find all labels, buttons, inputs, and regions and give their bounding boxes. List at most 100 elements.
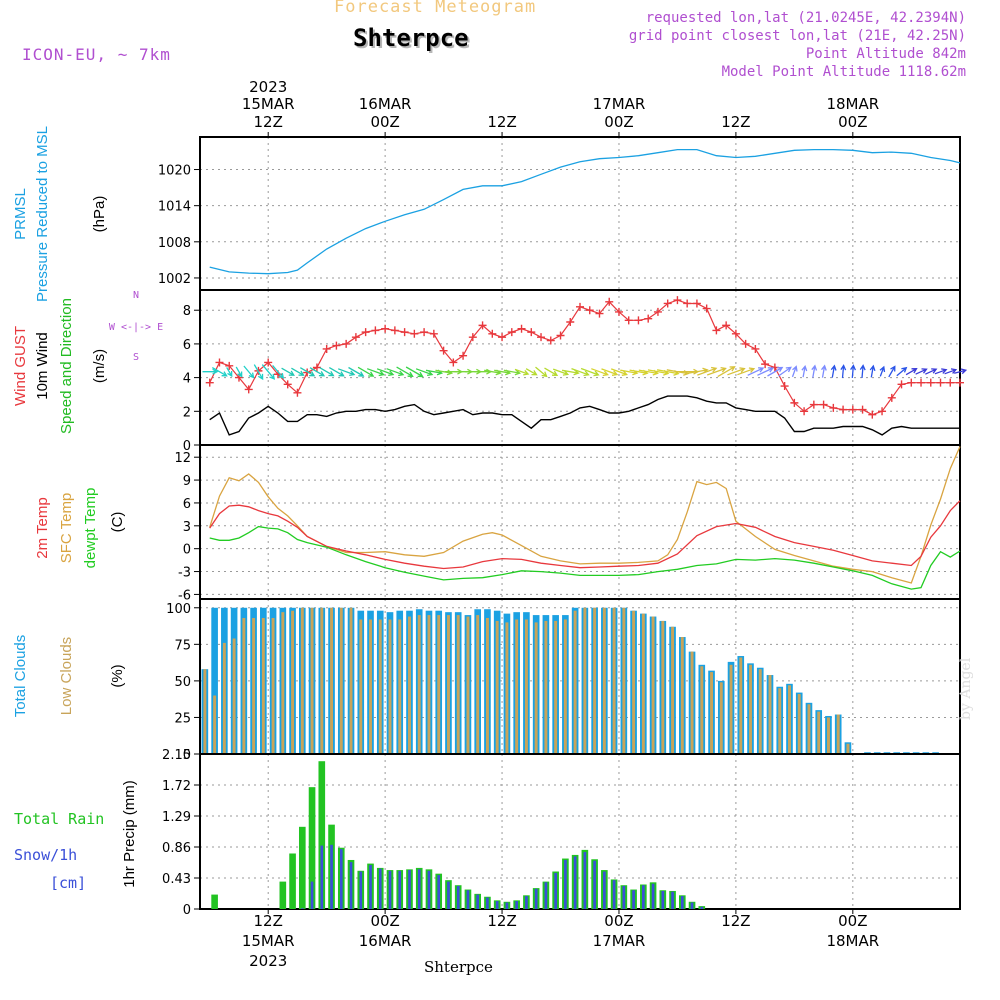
precip-frame: [199, 753, 961, 910]
low-cloud-bar: [768, 675, 772, 754]
wind-direction-arrow: [934, 368, 948, 375]
snow-bar: [476, 894, 480, 909]
wind-direction-arrow: [778, 366, 792, 377]
point-altitude: Point Altitude 842m: [805, 46, 966, 62]
snow-bar: [378, 868, 382, 909]
wind-direction-arrow: [791, 365, 798, 378]
bottom-hour-label: 12Z: [487, 912, 516, 930]
gust-marker: [342, 339, 351, 348]
clouds-ytick-label: 50: [174, 675, 191, 690]
wind-direction-arrow: [535, 366, 548, 378]
low-cloud-bar: [232, 638, 236, 754]
gust-marker: [878, 407, 887, 416]
low-cloud-bar: [797, 694, 801, 754]
low-cloud-bar: [291, 610, 295, 754]
snow-bar: [437, 875, 441, 909]
total-cloud-bar: [211, 607, 218, 754]
bottom-hour-label: 12Z: [254, 912, 283, 930]
wind-direction-arrow: [896, 366, 908, 377]
precip-ytick-label: 2.15: [162, 748, 191, 763]
meteogram-title: Forecast Meteogram: [334, 0, 537, 17]
gust-marker: [439, 346, 448, 355]
wind-direction-arrow: [525, 368, 538, 376]
bottom-date-label: 17MAR: [593, 932, 646, 950]
snow-bar: [680, 896, 684, 909]
snow-bar: [642, 885, 645, 909]
low-cloud-bar: [602, 607, 606, 754]
low-cloud-bar: [242, 618, 246, 754]
snow-bar: [447, 881, 450, 909]
snow-bar: [339, 849, 343, 909]
precip-unit: 1hr Precip (mm): [121, 780, 138, 888]
gust-marker: [293, 388, 302, 397]
low-cloud-bar: [729, 664, 733, 754]
wind-direction-arrow: [309, 367, 326, 377]
low-cloud-bar: [563, 619, 567, 754]
bottom-hour-label: 12Z: [721, 912, 750, 930]
pressure-panel: 1002 1008 1014 1020 PRMSL Pressure Reduced to…: [12, 126, 961, 302]
gust-marker: [917, 378, 926, 387]
low-cloud-bar: [622, 607, 626, 754]
low-cloud-bar: [330, 607, 333, 754]
gust-marker: [351, 333, 360, 342]
cloud-unit: (%): [109, 664, 126, 687]
snow-bar: [495, 901, 499, 909]
low-cloud-bar: [593, 607, 597, 754]
temperature-ytick-label: -6: [178, 588, 191, 603]
snow-bar: [632, 890, 635, 909]
pressure-ytick-label: 1014: [158, 200, 191, 215]
low-cloud-bar: [339, 607, 343, 754]
gust-marker: [264, 358, 273, 367]
bottom-hour-label: 00Z: [838, 912, 867, 930]
gust-marker: [507, 328, 516, 337]
clouds-ytick-label: 75: [174, 638, 191, 653]
temp-unit: (C): [109, 512, 126, 533]
wind-direction-arrow: [767, 366, 784, 377]
wind-direction-arrow: [211, 367, 228, 377]
wind-ytick-label: 2: [183, 405, 191, 420]
gust-marker: [400, 328, 409, 337]
clouds-ytick-label: 25: [174, 711, 191, 726]
gust-marker: [527, 328, 536, 337]
gust-marker: [371, 326, 380, 335]
rain-bar: [279, 881, 287, 909]
wind-direction-arrow: [571, 367, 590, 377]
gust-marker: [722, 321, 731, 330]
gust-marker: [566, 318, 575, 327]
gust-marker: [829, 403, 838, 412]
top-date-label: 15MAR: [242, 95, 295, 113]
wind-direction-arrow: [243, 365, 255, 379]
wind-direction-arrow: [717, 366, 736, 378]
wind-direction-arrow: [281, 367, 295, 376]
snow-bar: [408, 870, 411, 909]
snow-bar: [671, 891, 674, 909]
wind-direction-arrow: [601, 368, 619, 376]
gust-marker: [663, 299, 672, 308]
snow-bar: [612, 880, 616, 909]
low-cloud-bar: [281, 612, 285, 754]
pressure-unit: (hPa): [91, 196, 108, 233]
top-year-label: 2023: [249, 78, 287, 96]
snow-bar: [320, 845, 324, 909]
low-cloud-bar: [515, 619, 519, 754]
clouds-panel: 0 25 50 75 100 Total Clouds Low Clouds (%): [12, 598, 961, 763]
snow-bar: [690, 902, 694, 909]
snow-bar: [349, 862, 353, 909]
wind-ytick-label: 0: [183, 439, 191, 454]
low-cloud-bar: [437, 615, 441, 754]
model-altitude: Model Point Altitude 1118.62m: [721, 64, 966, 80]
precip-ytick-label: 0.86: [162, 841, 191, 856]
low-cloud-bar: [583, 607, 587, 754]
wind-direction-arrow: [357, 366, 375, 377]
wind-direction-arrow: [328, 367, 345, 377]
low-cloud-bar: [836, 714, 840, 754]
low-cloud-bar: [505, 622, 509, 754]
temp-dewpt-line: [209, 525, 961, 590]
gust-marker: [761, 360, 770, 369]
pressure-ytick-label: 1020: [158, 164, 191, 179]
requested-coords: requested lon,lat (21.0245E, 42.2394N): [645, 10, 966, 26]
low-cloud-bar: [651, 616, 655, 754]
precip-ytick-label: 0: [183, 903, 191, 918]
gust-marker: [537, 333, 546, 342]
